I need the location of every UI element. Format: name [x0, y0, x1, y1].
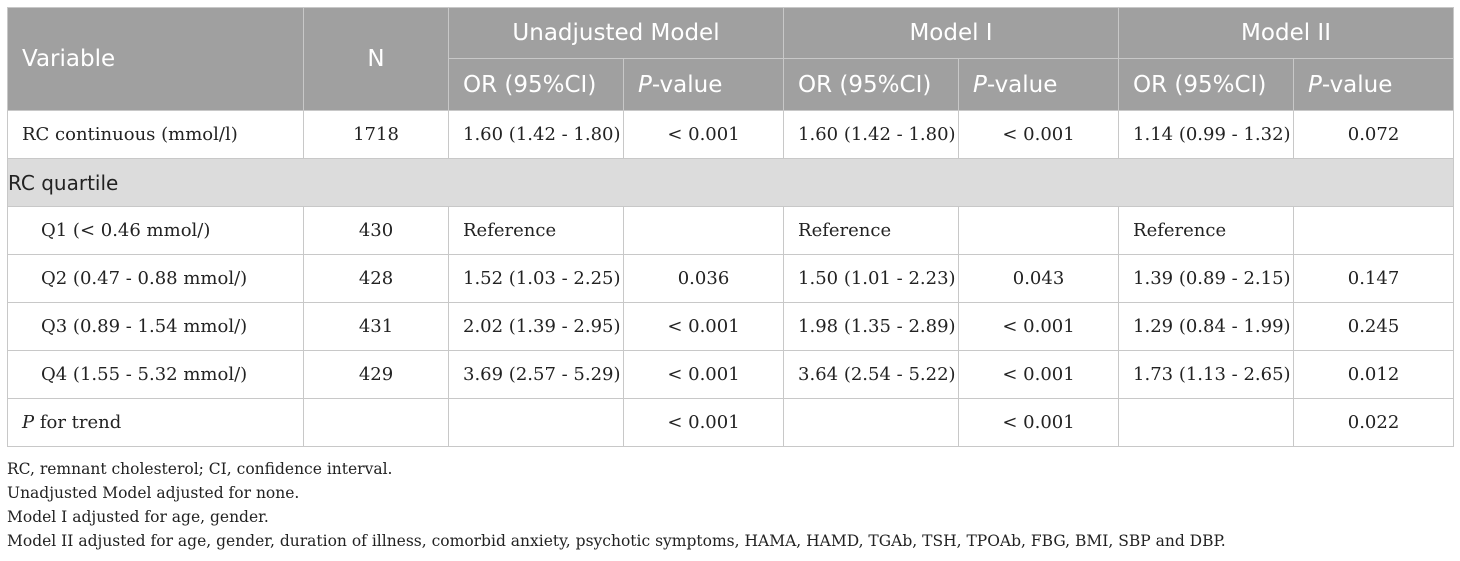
header-pvalue-model-ii: P-value: [1293, 58, 1455, 111]
cell-p-model-i: < 0.001: [958, 110, 1120, 159]
cell-or-model-ii: 1.29 (0.84 - 1.99): [1118, 302, 1295, 351]
header-row-subcolumns: OR (95%CI) P-value OR (95%CI) P-value OR…: [8, 58, 1455, 111]
table-footnotes: RC, remnant cholesterol; CI, confidence …: [7, 457, 1453, 553]
cell-n: 429: [303, 350, 449, 399]
cell-or-model-ii: 1.73 (1.13 - 2.65): [1118, 350, 1295, 399]
cell-p-model-i: < 0.001: [958, 302, 1120, 351]
row-label: Q2 (0.47 - 0.88 mmol/): [7, 254, 304, 303]
table-row-q3: Q3 (0.89 - 1.54 mmol/) 431 2.02 (1.39 - …: [7, 302, 1455, 351]
cell-p-model-i: [958, 206, 1120, 255]
cell-p-unadjusted: [622, 206, 785, 255]
header-or-model-ii: OR (95%CI): [1118, 58, 1295, 111]
cell-p-unadjusted: < 0.001: [622, 110, 785, 159]
header-variable: Variable: [7, 7, 304, 111]
cell-or-model-ii: 1.14 (0.99 - 1.32): [1118, 110, 1295, 159]
cell-n: [303, 398, 449, 447]
cell-p-model-i: < 0.001: [958, 350, 1120, 399]
cell-or-unadjusted: 1.60 (1.42 - 1.80): [448, 110, 624, 159]
header-or-unadjusted: OR (95%CI): [448, 58, 624, 111]
cell-p-model-ii: 0.012: [1293, 350, 1455, 399]
cell-or-unadjusted: Reference: [448, 206, 624, 255]
cell-or-model-i: [783, 398, 960, 447]
footnote-model-i: Model I adjusted for age, gender.: [7, 508, 269, 526]
row-label: RC continuous (mmol/l): [7, 110, 304, 159]
footnote-unadjusted-model: Unadjusted Model adjusted for none.: [7, 484, 300, 502]
table-row-p-for-trend: P for trend < 0.001 < 0.001 0.022: [7, 398, 1455, 447]
table-row-rc-continuous: RC continuous (mmol/l) 1718 1.60 (1.42 -…: [7, 110, 1455, 159]
header-model-i: Model I: [783, 7, 1120, 59]
cell-p-model-i: < 0.001: [958, 398, 1120, 447]
header-or-model-i: OR (95%CI): [783, 58, 960, 111]
cell-n: 1718: [303, 110, 449, 159]
cell-or-model-i: 1.98 (1.35 - 2.89): [783, 302, 960, 351]
header-unadjusted-model: Unadjusted Model: [447, 7, 785, 59]
table-row-q2: Q2 (0.47 - 0.88 mmol/) 428 1.52 (1.03 - …: [7, 254, 1455, 303]
section-row-rc-quartile: RC quartile: [6, 158, 1455, 207]
row-label: Q1 (< 0.46 mmol/): [7, 206, 304, 255]
cell-p-model-ii: [1293, 206, 1455, 255]
header-n: N: [303, 7, 449, 111]
table-row-q1: Q1 (< 0.46 mmol/) 430 Reference Referenc…: [7, 206, 1455, 255]
cell-p-unadjusted: < 0.001: [622, 302, 785, 351]
cell-p-model-i: 0.043: [958, 254, 1120, 303]
row-label: Q3 (0.89 - 1.54 mmol/): [7, 302, 304, 351]
footnote-model-ii: Model II adjusted for age, gender, durat…: [7, 532, 1226, 550]
regression-results-table: Variable N Unadjusted Model Model I Mode…: [6, 7, 1455, 447]
section-label: RC quartile: [6, 158, 1455, 207]
cell-or-model-ii: [1118, 398, 1295, 447]
cell-or-model-ii: 1.39 (0.89 - 2.15): [1118, 254, 1295, 303]
footnote-abbreviations: RC, remnant cholesterol; CI, confidence …: [7, 460, 393, 478]
cell-or-model-i: 1.50 (1.01 - 2.23): [783, 254, 960, 303]
cell-p-unadjusted: < 0.001: [622, 350, 785, 399]
header-pvalue-unadjusted: P-value: [622, 58, 785, 111]
cell-p-unadjusted: 0.036: [622, 254, 785, 303]
cell-p-unadjusted: < 0.001: [622, 398, 785, 447]
cell-or-unadjusted: [448, 398, 624, 447]
table-row-q4: Q4 (1.55 - 5.32 mmol/) 429 3.69 (2.57 - …: [7, 350, 1455, 399]
header-row-groups: Variable N Unadjusted Model Model I Mode…: [7, 7, 1455, 111]
cell-or-model-ii: Reference: [1118, 206, 1295, 255]
cell-n: 428: [303, 254, 449, 303]
cell-or-model-i: 3.64 (2.54 - 5.22): [783, 350, 960, 399]
cell-or-model-i: Reference: [783, 206, 960, 255]
cell-n: 430: [303, 206, 449, 255]
row-label: P for trend: [7, 398, 304, 447]
cell-p-model-ii: 0.147: [1293, 254, 1455, 303]
results-table-container: Variable N Unadjusted Model Model I Mode…: [6, 7, 1455, 553]
cell-or-unadjusted: 1.52 (1.03 - 2.25): [448, 254, 624, 303]
cell-p-model-ii: 0.072: [1293, 110, 1455, 159]
cell-or-model-i: 1.60 (1.42 - 1.80): [783, 110, 960, 159]
cell-p-model-ii: 0.245: [1293, 302, 1455, 351]
cell-or-unadjusted: 2.02 (1.39 - 2.95): [448, 302, 624, 351]
cell-p-model-ii: 0.022: [1293, 398, 1455, 447]
header-pvalue-model-i: P-value: [958, 58, 1120, 111]
cell-n: 431: [303, 302, 449, 351]
row-label: Q4 (1.55 - 5.32 mmol/): [7, 350, 304, 399]
cell-or-unadjusted: 3.69 (2.57 - 5.29): [448, 350, 624, 399]
header-model-ii: Model II: [1118, 7, 1455, 59]
